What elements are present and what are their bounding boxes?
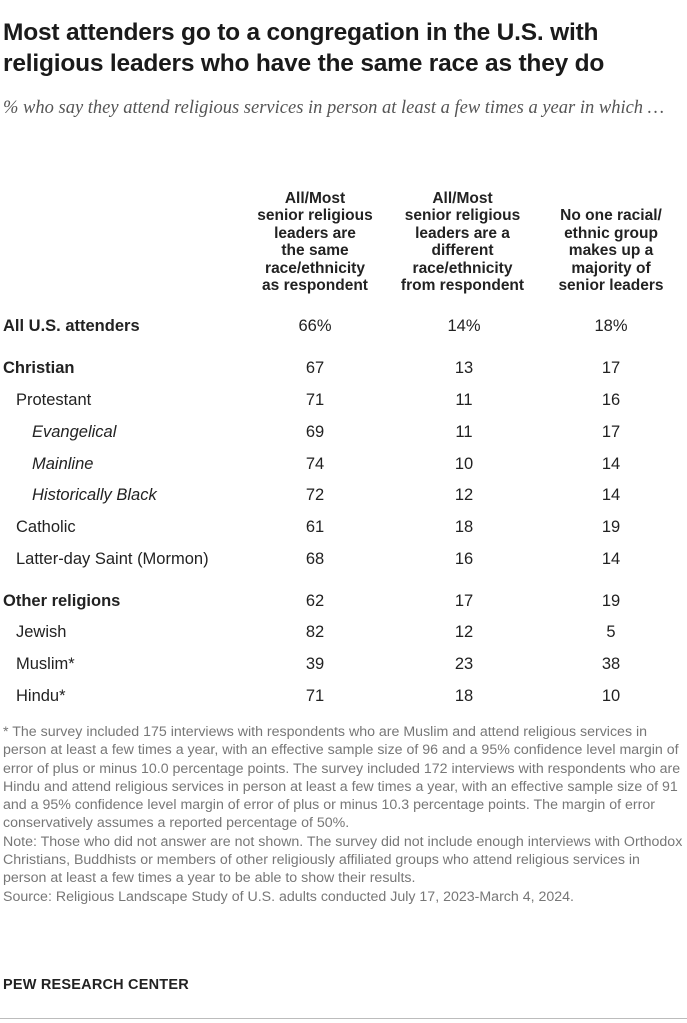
value-no-majority: 18% [594,317,628,335]
value-same-race: 61 [305,518,325,536]
value-same-race: 74 [305,455,325,473]
table-row-historically-black: Historically Black 72 12 14 [0,483,687,507]
column-header-line: majority of [571,259,651,277]
value-same-race: 67 [305,359,325,377]
value-no-majority: 16 [601,391,621,409]
column-header-line: race/ethnicity [412,259,513,277]
value-different-race: 18 [454,518,474,536]
value-different-race: 18 [454,687,474,705]
brand-logo-text: PEW RESEARCH CENTER [3,977,189,993]
value-same-race: 82 [305,623,325,641]
value-no-majority: 14 [601,486,621,504]
table-row-latter-day-saint: Latter-day Saint (Mormon) 68 16 14 [0,547,687,571]
value-same-race: 68 [305,550,325,568]
chart-subtitle: % who say they attend religious services… [3,98,665,118]
source: Source: Religious Landscape Study of U.S… [3,888,574,905]
value-different-race: 12 [454,623,474,641]
chart-title: Most attenders go to a congregation in t… [3,19,605,77]
row-label: Muslim* [16,655,75,673]
column-header-line: All/Most [284,190,346,207]
row-label: Other religions [3,592,121,610]
value-same-race: 71 [305,687,325,705]
column-header-line: makes up a [568,242,654,260]
bottom-rule [0,1018,687,1019]
value-different-race: 12 [454,486,474,504]
column-header-line: senior religious [257,207,373,225]
value-same-race: 39 [305,655,325,673]
value-same-race: 72 [305,486,325,504]
column-header-line: race/ethnicity [265,259,365,277]
row-label: All U.S. attenders [3,317,140,335]
column-header-line: No one racial/ [560,207,662,225]
value-different-race: 23 [454,655,474,673]
value-no-majority: 19 [601,518,621,536]
column-header-no-majority: No one racial/ ethnic group makes up a m… [535,207,687,294]
row-label: Historically Black [32,486,157,504]
column-header-line: senior religious [404,207,521,225]
table-row-other-religions: Other religions 62 17 19 [0,589,687,613]
value-no-majority: 17 [601,359,621,377]
column-header-line: from respondent [400,277,525,295]
value-same-race: 62 [305,592,325,610]
footnotes: * The survey included 175 interviews wit… [3,723,683,906]
value-different-race: 16 [454,550,474,568]
column-header-different-race: All/Most senior religious leaders are a … [385,190,540,294]
value-no-majority: 14 [601,455,621,473]
value-no-majority: 19 [601,592,621,610]
table-row-jewish: Jewish 82 12 5 [0,620,687,644]
row-label: Mainline [32,455,94,473]
value-same-race: 66% [298,317,332,335]
value-different-race: 11 [455,423,473,441]
table-row-hindu: Hindu* 71 18 10 [0,684,687,708]
value-different-race: 17 [454,592,474,610]
table-row-christian: Christian 67 13 17 [0,356,687,380]
table-row-protestant: Protestant 71 11 16 [0,388,687,412]
value-no-majority: 14 [601,550,621,568]
column-header-same-race: All/Most senior religious leaders are th… [240,190,390,294]
row-label: Hindu* [16,687,66,705]
row-label: Protestant [16,391,92,409]
value-different-race: 11 [455,391,473,409]
table-row-evangelical: Evangelical 69 11 17 [0,420,687,444]
value-different-race: 13 [454,359,474,377]
value-different-race: 10 [454,455,474,473]
column-header-line: the same [281,242,349,260]
column-header-line: senior leaders [558,277,664,295]
column-header-line: different [431,242,494,260]
note: Note: Those who did not answer are not s… [3,833,683,887]
row-label: Catholic [16,518,76,536]
column-header-line: leaders are a [415,224,510,242]
value-different-race: 14% [447,317,481,335]
row-label: Christian [3,359,75,377]
value-no-majority: 38 [601,655,621,673]
column-header-line: leaders are [274,224,356,242]
footnote-asterisk: * The survey included 175 interviews wit… [3,724,681,832]
value-no-majority: 5 [606,623,616,641]
row-label: Evangelical [32,423,117,441]
column-header-line: All/Most [432,190,493,207]
value-same-race: 71 [305,391,325,409]
table-row-mainline: Mainline 74 10 14 [0,452,687,476]
value-no-majority: 10 [601,687,621,705]
table-row-catholic: Catholic 61 18 19 [0,515,687,539]
row-label: Jewish [16,623,67,641]
column-header-line: ethnic group [564,224,658,242]
value-no-majority: 17 [601,423,621,441]
table-row-muslim: Muslim* 39 23 38 [0,652,687,676]
table-row-all-attenders: All U.S. attenders 66% 14% 18% [0,314,687,338]
value-same-race: 69 [305,423,325,441]
column-header-line: as respondent [262,277,368,295]
row-label: Latter-day Saint (Mormon) [16,550,209,568]
